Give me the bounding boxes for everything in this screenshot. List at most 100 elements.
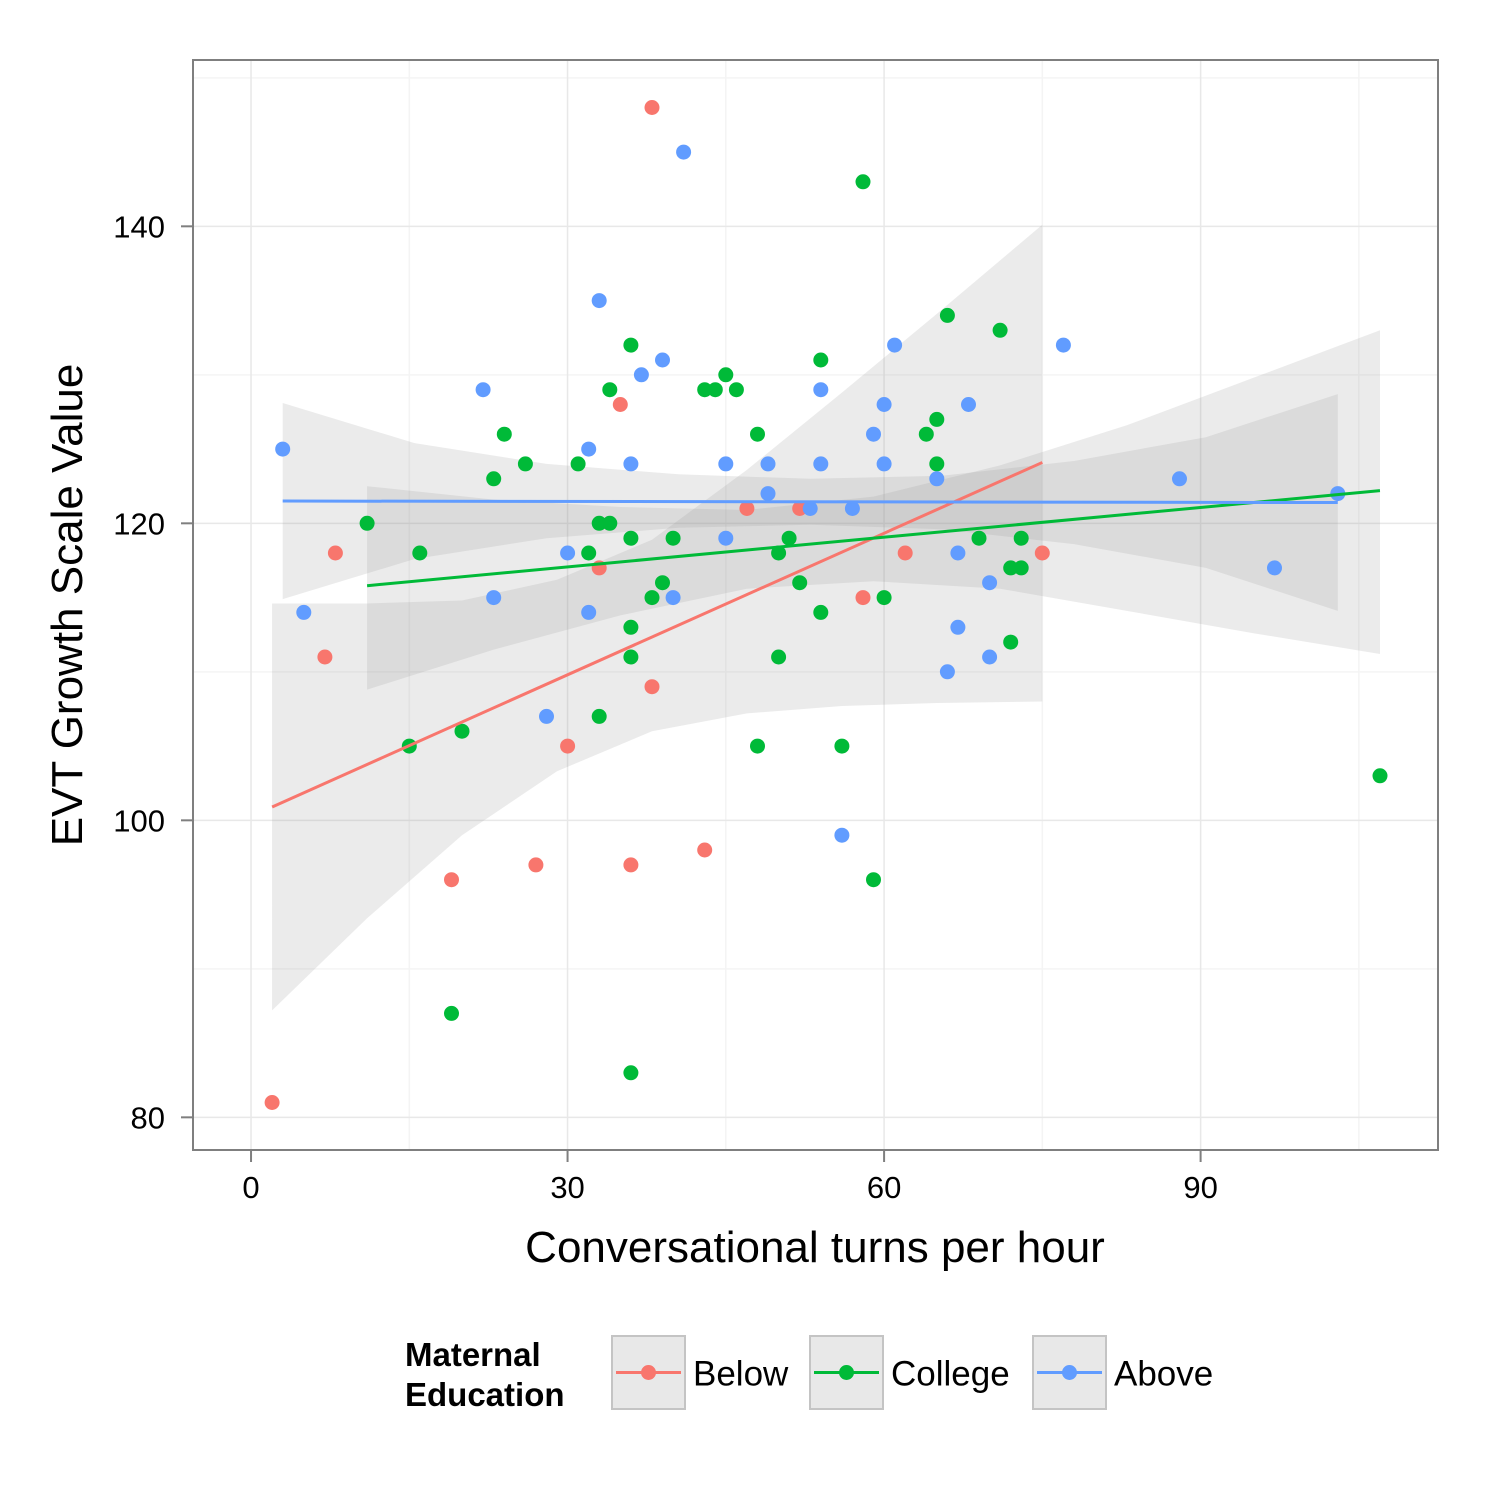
data-point-college <box>359 515 375 531</box>
data-point-college <box>813 352 829 368</box>
data-point-above <box>623 456 639 472</box>
data-point-above <box>581 441 597 457</box>
data-point-above <box>633 367 649 383</box>
legend-keys: Below College Above <box>611 1335 1213 1410</box>
data-point-above <box>1055 337 1071 353</box>
data-point-college <box>918 426 934 442</box>
confidence-band-below <box>272 224 1043 1011</box>
y-tick-label: 140 <box>113 209 165 244</box>
legend-label-college: College <box>891 1355 1010 1394</box>
legend-label-below: Below <box>693 1355 789 1394</box>
data-point-above <box>760 486 776 502</box>
x-tick-label: 0 <box>242 1170 259 1205</box>
data-point-college <box>1013 560 1029 576</box>
fit-line-below <box>271 461 1043 809</box>
data-point-above <box>876 397 892 412</box>
data-point-college <box>971 530 987 546</box>
data-point-above <box>718 530 734 546</box>
data-point-college <box>1013 530 1029 546</box>
y-tick-label: 80 <box>131 1100 165 1135</box>
data-point-college <box>718 367 734 383</box>
data-point-college <box>834 738 850 754</box>
data-point-below <box>1034 545 1050 561</box>
data-point-above <box>581 604 597 620</box>
data-point-below <box>327 545 343 561</box>
data-point-college <box>876 590 892 606</box>
y-tick-label: 100 <box>113 803 165 838</box>
data-point-above <box>275 441 291 457</box>
data-point-above <box>560 545 576 561</box>
x-axis-title: Conversational turns per hour <box>525 1223 1105 1272</box>
data-point-above <box>655 352 670 368</box>
data-point-above <box>296 604 312 620</box>
data-point-college <box>697 382 713 398</box>
data-point-college <box>623 649 639 665</box>
data-point-college <box>939 307 955 323</box>
confidence-band-college <box>367 330 1381 690</box>
data-point-college <box>1372 768 1388 784</box>
data-point-college <box>929 456 945 472</box>
data-point-college <box>750 738 765 754</box>
legend: Maternal Education Below College Above <box>405 1335 1213 1413</box>
x-tick-label: 90 <box>1183 1170 1217 1205</box>
data-point-above <box>1172 471 1187 487</box>
data-point-college <box>591 515 607 531</box>
data-point-below <box>444 872 459 888</box>
data-point-above <box>802 501 818 516</box>
y-tick-label: 120 <box>113 506 165 541</box>
data-point-college <box>655 575 670 591</box>
data-point-above <box>834 827 850 843</box>
data-point-above <box>813 456 829 472</box>
data-point-above <box>539 708 554 724</box>
data-point-college <box>623 530 639 546</box>
data-point-college <box>623 619 639 635</box>
y-axis: 80 100 120 140 <box>113 209 193 1135</box>
data-point-college <box>771 545 787 561</box>
plot-panel-border <box>192 59 1439 1151</box>
legend-title-line-2: Education <box>405 1376 565 1413</box>
data-point-below <box>739 501 755 516</box>
data-point-college <box>623 337 639 353</box>
fit-line-above <box>282 499 1338 505</box>
data-point-below <box>612 397 628 412</box>
data-point-college <box>570 456 586 472</box>
data-point-above <box>844 501 860 516</box>
data-point-college <box>771 649 787 665</box>
data-point-college <box>1003 560 1019 576</box>
data-point-college <box>602 382 618 398</box>
data-point-college <box>665 530 681 546</box>
fit-line-college <box>366 489 1381 588</box>
legend-title: Maternal Education <box>405 1336 565 1413</box>
legend-key-point-above <box>1062 1365 1077 1380</box>
data-point-above <box>475 382 491 398</box>
x-tick-label: 60 <box>867 1170 901 1205</box>
data-point-below <box>623 857 639 873</box>
data-point-above <box>982 575 998 591</box>
y-axis-title: EVT Growth Scale Value <box>43 364 92 847</box>
data-point-college <box>728 382 744 398</box>
data-point-above <box>665 590 681 606</box>
data-point-college <box>602 515 618 531</box>
data-point-below <box>644 100 660 115</box>
data-point-college <box>517 456 533 472</box>
data-point-above <box>939 664 955 680</box>
data-point-below <box>792 501 808 516</box>
data-point-above <box>887 337 903 353</box>
data-point-college <box>623 1065 639 1081</box>
data-point-college <box>992 322 1008 338</box>
data-point-below <box>855 590 871 606</box>
data-point-college <box>454 723 470 739</box>
x-axis: 0 30 60 90 <box>242 1150 1218 1205</box>
data-point-above <box>876 456 892 472</box>
data-point-below <box>897 545 913 561</box>
data-point-above <box>929 471 945 487</box>
data-point-college <box>412 545 428 561</box>
data-point-above <box>718 456 734 472</box>
data-point-college <box>750 426 765 442</box>
data-point-above <box>676 144 692 160</box>
data-point-above <box>982 649 998 665</box>
data-point-above <box>866 426 881 442</box>
data-point-below <box>317 649 333 665</box>
data-point-college <box>581 545 597 561</box>
